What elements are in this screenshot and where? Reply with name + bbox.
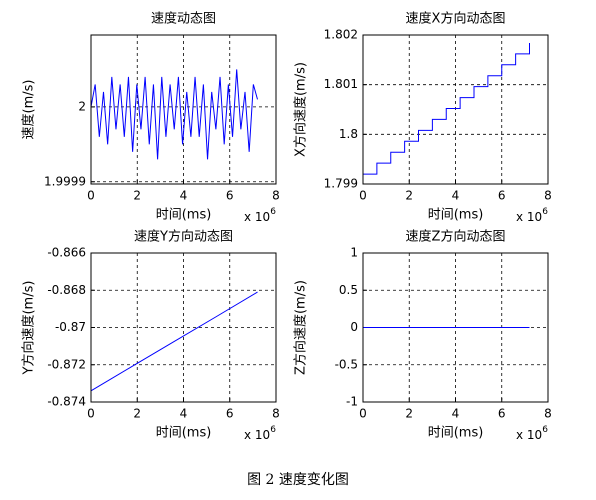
x-multiplier-exponent: 6 [542,207,548,217]
chart-title: 速度动态图 [151,11,216,27]
x-multiplier-base: x 10 [244,210,270,224]
y-tick-label: -0.874 [47,395,86,409]
x-tick-label: 0 [359,407,367,421]
x-tick-label: 8 [272,189,280,203]
x-tick-label: 2 [405,407,413,421]
x-axis-label: 时间(ms) [156,208,212,223]
y-tick-label: -0.5 [335,357,358,371]
axes-box [362,34,549,185]
y-tick-label: 2 [78,99,86,113]
x-multiplier: x 106 [244,207,276,224]
x-multiplier-base: x 10 [516,428,542,442]
caption: 图 2 速度变化图 [247,472,349,488]
y-tick-label: 1 [350,246,358,260]
axes-box [90,252,277,403]
axes-box [362,252,549,403]
y-tick-label: 1.801 [324,77,358,91]
x-multiplier-exponent: 6 [542,425,548,435]
y-tick-label: 0 [350,320,358,334]
x-tick-label: 2 [133,407,141,421]
y-axis-label: Z方向速度(m/s) [293,280,309,375]
x-axis-label: 时间(ms) [428,208,484,223]
y-tick-label: 1.8 [339,127,358,141]
x-multiplier-exponent: 6 [270,425,276,435]
data-line [90,291,258,392]
x-tick-label: 6 [226,189,234,203]
y-axis-label: X方向速度(m/s) [293,62,309,157]
x-axis-label: 时间(ms) [428,426,484,441]
x-tick-label: 0 [87,189,95,203]
x-tick-label: 6 [498,189,506,203]
chart-title: 速度X方向动态图 [406,11,506,27]
x-multiplier: x 106 [516,207,548,224]
x-tick-label: 8 [544,189,552,203]
data-line [363,42,530,175]
y-tick-label: -1 [346,395,358,409]
x-multiplier: x 106 [516,425,548,442]
x-tick-label: 2 [405,189,413,203]
y-tick-label: -0.866 [47,246,86,260]
x-tick-label: 0 [359,189,367,203]
x-tick-label: 6 [498,407,506,421]
y-axis-label: Y方向速度(m/s) [21,281,37,376]
x-tick-label: 0 [87,407,95,421]
y-tick-label: 0.5 [339,283,358,297]
y-tick-label: 1.802 [324,28,358,42]
y-tick-label: -0.87 [55,320,86,334]
x-tick-label: 8 [544,407,552,421]
x-tick-label: 4 [180,189,188,203]
y-axis-label: 速度(m/s) [21,80,37,140]
x-tick-label: 4 [452,407,460,421]
y-tick-label: 1.9999 [44,174,86,188]
x-axis-label: 时间(ms) [156,426,212,441]
x-tick-label: 4 [180,407,188,421]
chart-title: 速度Y方向动态图 [134,229,233,245]
data-line [90,69,258,160]
x-tick-label: 6 [226,407,234,421]
y-tick-label: 1.799 [324,177,358,191]
x-tick-label: 8 [272,407,280,421]
chart-title: 速度Z方向动态图 [406,229,506,245]
x-multiplier-exponent: 6 [270,207,276,217]
y-tick-label: -0.868 [47,283,86,297]
axes-box [90,34,277,185]
x-tick-label: 4 [452,189,460,203]
x-multiplier-base: x 10 [244,428,270,442]
x-multiplier: x 106 [244,425,276,442]
x-tick-label: 2 [133,189,141,203]
y-tick-label: -0.872 [47,357,86,371]
x-multiplier-base: x 10 [516,210,542,224]
